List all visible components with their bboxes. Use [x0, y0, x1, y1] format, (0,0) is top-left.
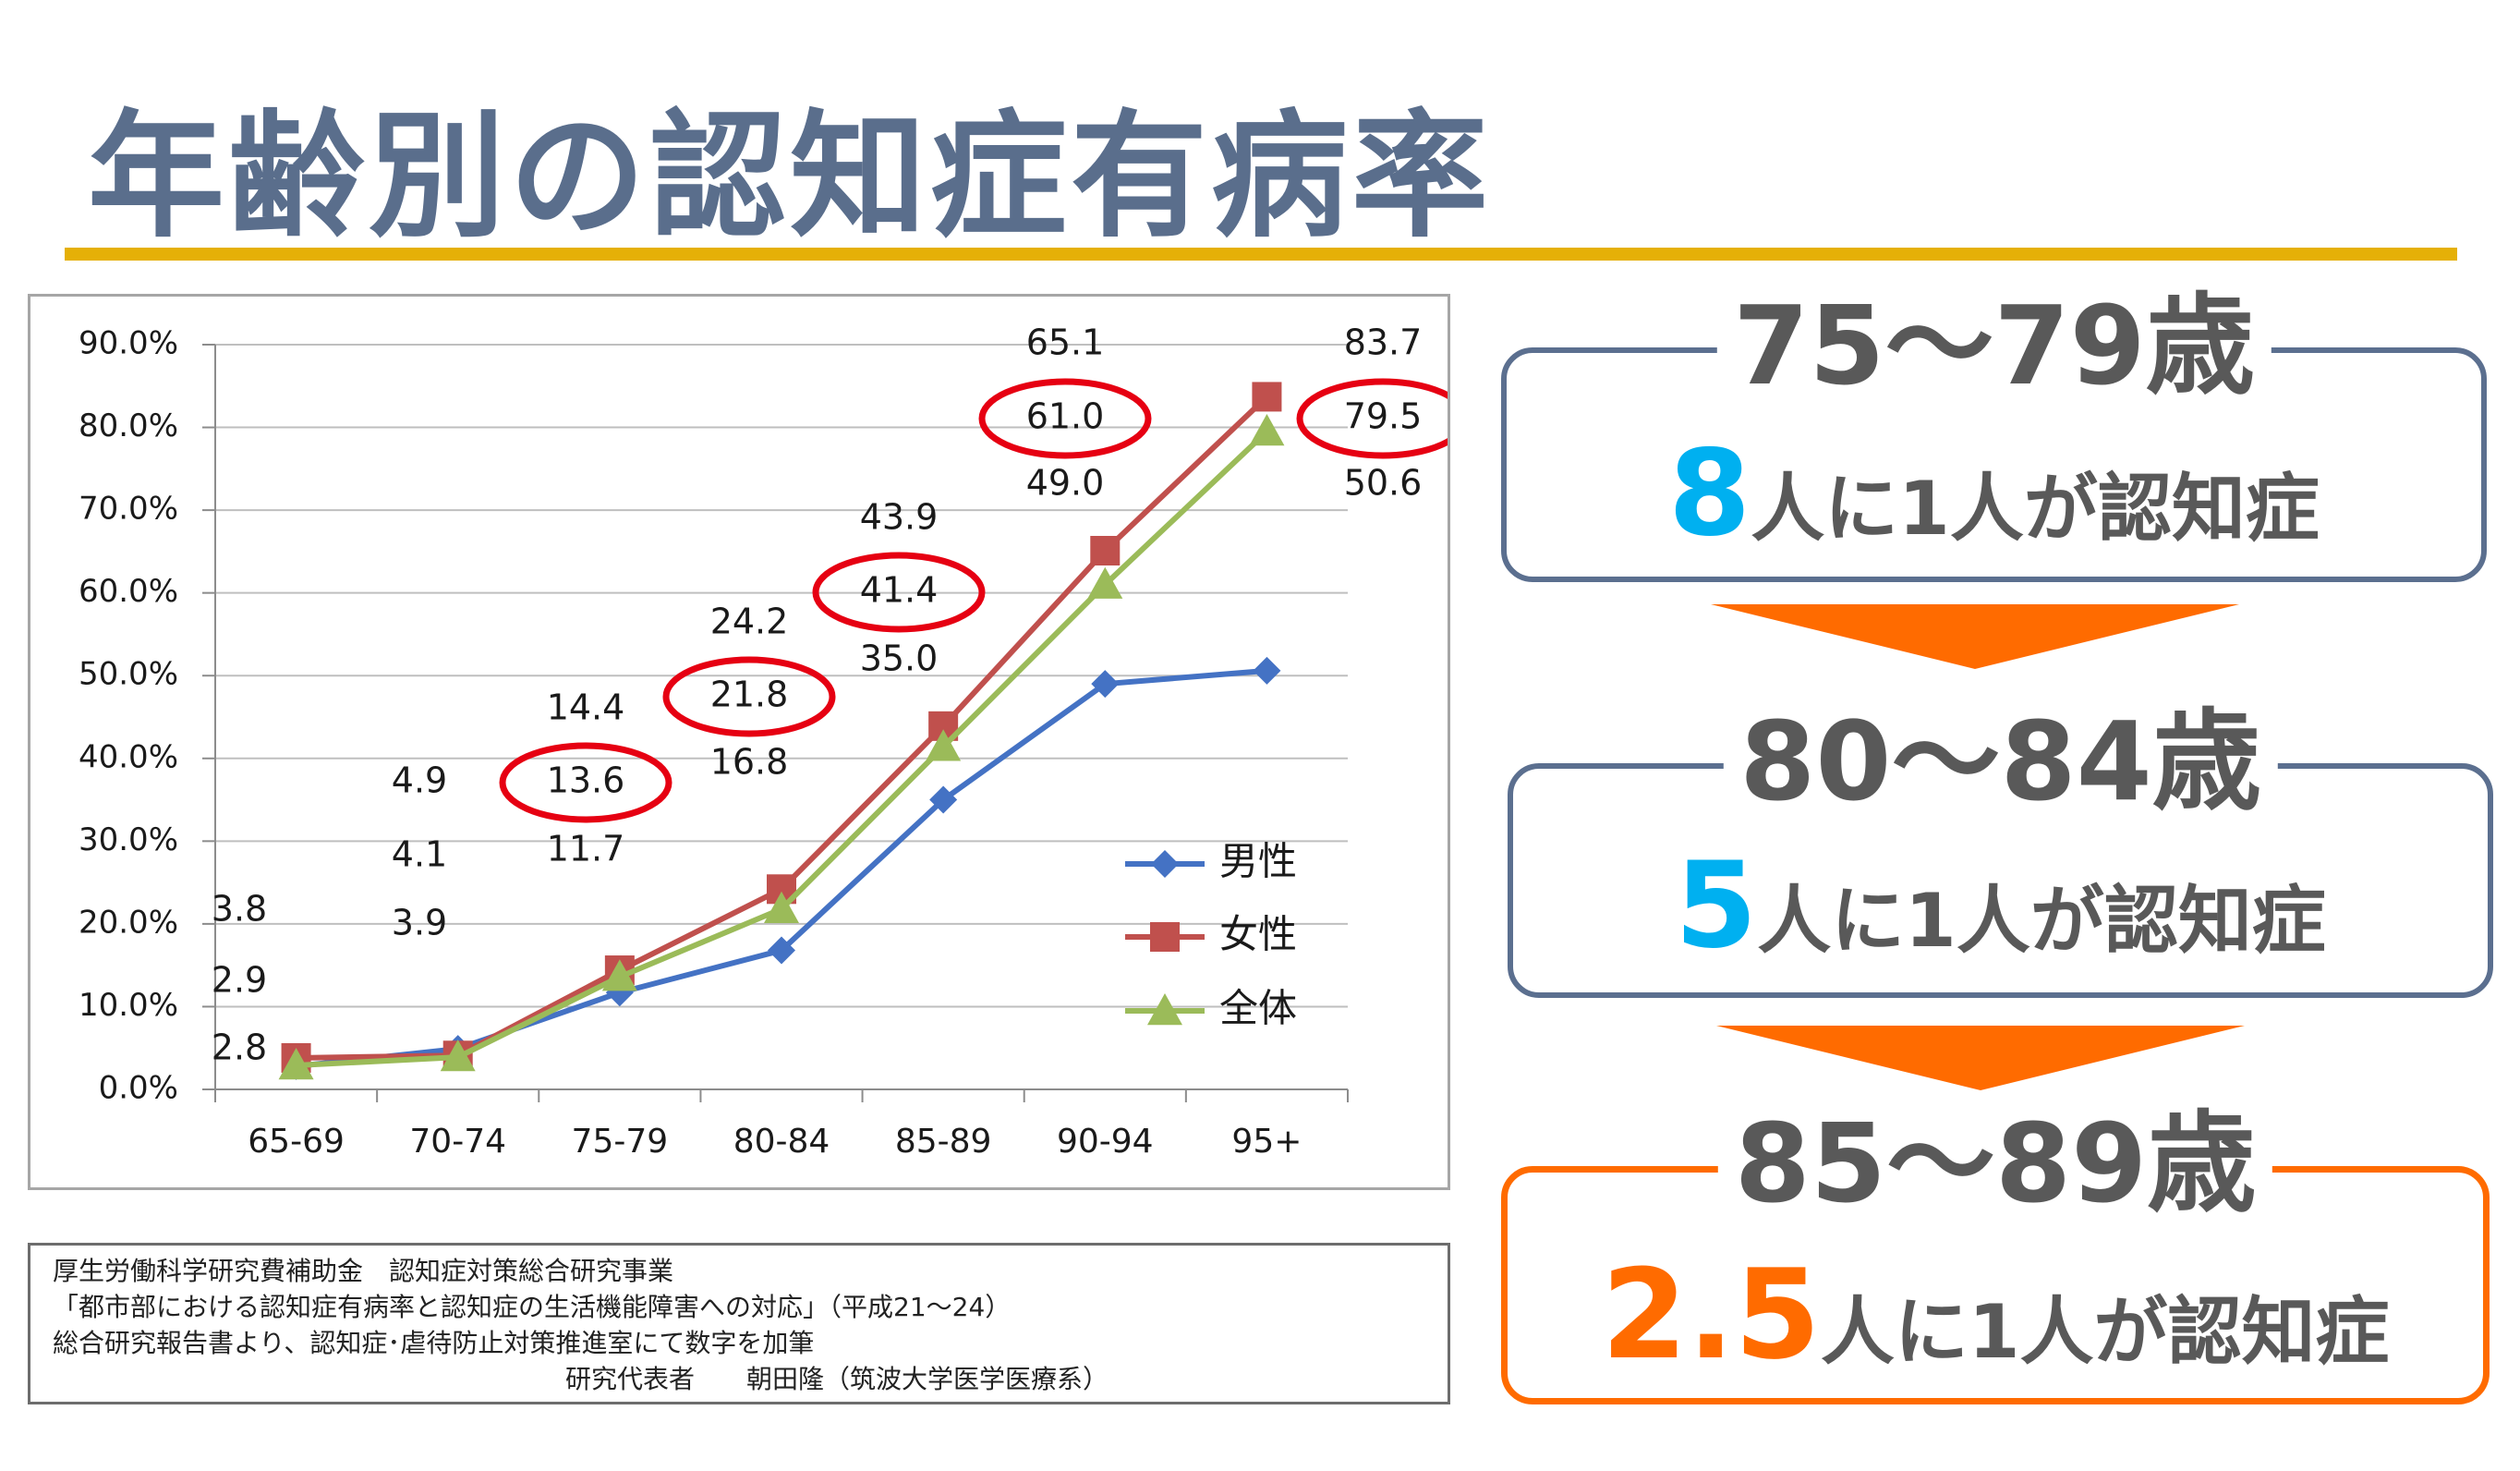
legend-marker	[1147, 993, 1182, 1026]
callout-ratio: 8人に1人が認知症	[1507, 434, 2481, 569]
x-tick-label: 90-94	[1057, 1123, 1154, 1161]
highlight-circle	[662, 656, 836, 737]
data-label: 21.8	[710, 675, 789, 715]
data-point	[764, 891, 799, 923]
data-point	[1091, 670, 1120, 699]
data-point	[440, 1039, 476, 1072]
legend-label: 女性	[1219, 912, 1297, 957]
legend-label: 男性	[1219, 839, 1297, 884]
source-box: 厚生労働科学研究費補助金 認知症対策総合研究事業 「都市部における認知症有病率と…	[28, 1243, 1450, 1404]
callout-ratio: 5人に1人が認知症	[1513, 846, 2488, 981]
y-tick-label: 90.0%	[79, 325, 178, 362]
y-tick-label: 70.0%	[79, 491, 178, 528]
chart-frame: 0.0% 10.0% 20.0% 30.0% 40.0% 50.0% 60.0% 70.0% 8…	[28, 294, 1450, 1190]
data-label: 13.6	[547, 760, 625, 801]
x-tick-label: 85-89	[895, 1123, 992, 1161]
data-label: 11.7	[547, 829, 625, 869]
callout-ratio: 2.5人に1人が認知症	[1508, 1252, 2483, 1395]
data-point	[1090, 535, 1121, 565]
data-label: 2.9	[212, 960, 267, 1001]
callout-age: 75～79歳	[1716, 288, 2272, 403]
data-label: 14.4	[547, 687, 625, 728]
page-title: 年齢別の認知症有病率	[88, 97, 1492, 256]
source-line-1: 厚生労働科学研究費補助金 認知症対策総合研究事業	[53, 1256, 674, 1286]
callout-text: 人に1人が認知症	[1757, 878, 2326, 964]
data-point	[1253, 656, 1281, 685]
source-line-4: 研究代表者 朝田隆（筑波大学医学医療系）	[565, 1364, 1109, 1394]
down-arrow-1	[1711, 604, 2239, 669]
callout-number: 5	[1675, 837, 1758, 975]
x-tick-label: 95+	[1231, 1123, 1302, 1161]
source-line-2: 「都市部における認知症有病率と認知症の生活機能障害への対応」（平成21～24）	[53, 1292, 1012, 1322]
highlight-circle	[1296, 378, 1448, 459]
data-label: 3.8	[212, 889, 267, 930]
highlight-circle	[499, 742, 672, 823]
x-tick-label: 65-69	[248, 1123, 345, 1161]
data-point	[768, 936, 795, 965]
data-label: 50.6	[1344, 463, 1423, 504]
callout-number: 8	[1668, 425, 1751, 563]
data-label: 49.0	[1026, 463, 1105, 504]
data-label: 24.2	[710, 602, 789, 642]
highlight-circle	[812, 552, 986, 633]
data-label: 3.9	[392, 903, 447, 943]
callout-text: 人に1人が認知症	[1820, 1289, 2390, 1375]
data-label: 41.4	[860, 570, 939, 611]
x-tick-label: 75-79	[572, 1123, 669, 1161]
callout-age: 80～84歳	[1723, 704, 2278, 819]
callout-box-75-79: 75～79歳 8人に1人が認知症	[1501, 288, 2487, 582]
y-tick-label: 20.0%	[79, 904, 178, 941]
legend-marker	[1151, 850, 1179, 878]
legend-marker	[1150, 922, 1180, 952]
data-label: 43.9	[860, 497, 939, 538]
data-label: 16.8	[710, 742, 789, 783]
data-label: 61.0	[1026, 396, 1105, 437]
callout-box-85-89: 85～89歳 2.5人に1人が認知症	[1501, 1106, 2490, 1404]
y-tick-label: 80.0%	[79, 407, 178, 444]
data-point	[1087, 566, 1123, 599]
y-tick-label: 60.0%	[79, 573, 178, 610]
data-label: 4.9	[392, 760, 447, 801]
data-label: 2.8	[212, 1027, 267, 1068]
y-tick-label: 50.0%	[79, 656, 178, 693]
data-label: 35.0	[860, 638, 939, 679]
data-point	[1249, 414, 1285, 446]
y-tick-label: 40.0%	[79, 738, 178, 775]
callout-number: 2.5	[1601, 1243, 1821, 1387]
data-label: 79.5	[1344, 396, 1423, 437]
data-point	[929, 785, 958, 814]
data-point	[601, 959, 637, 991]
highlight-circle	[978, 378, 1152, 459]
down-arrow-2	[1716, 1026, 2245, 1090]
title-underline	[65, 248, 2457, 261]
x-tick-label: 70-74	[409, 1123, 506, 1161]
line-chart: 0.0% 10.0% 20.0% 30.0% 40.0% 50.0% 60.0% 70.0% 8…	[79, 322, 1448, 1161]
y-tick-label: 0.0%	[99, 1070, 178, 1107]
data-label: 4.1	[392, 834, 447, 875]
y-tick-label: 10.0%	[79, 987, 178, 1024]
y-tick-label: 30.0%	[79, 821, 178, 858]
data-point	[926, 729, 962, 761]
callout-box-80-84: 80～84歳 5人に1人が認知症	[1508, 704, 2493, 998]
data-point	[278, 1048, 314, 1080]
callout-age: 85～89歳	[1717, 1106, 2273, 1221]
data-label: 65.1	[1026, 322, 1105, 363]
data-label: 83.7	[1344, 322, 1423, 363]
x-tick-label: 80-84	[733, 1123, 830, 1161]
data-point	[1252, 382, 1282, 412]
callout-text: 人に1人が認知症	[1751, 466, 2320, 552]
source-line-3: 総合研究報告書より、認知症･虐待防止対策推進室にて数字を加筆	[53, 1328, 815, 1358]
legend-label: 全体	[1219, 986, 1297, 1031]
